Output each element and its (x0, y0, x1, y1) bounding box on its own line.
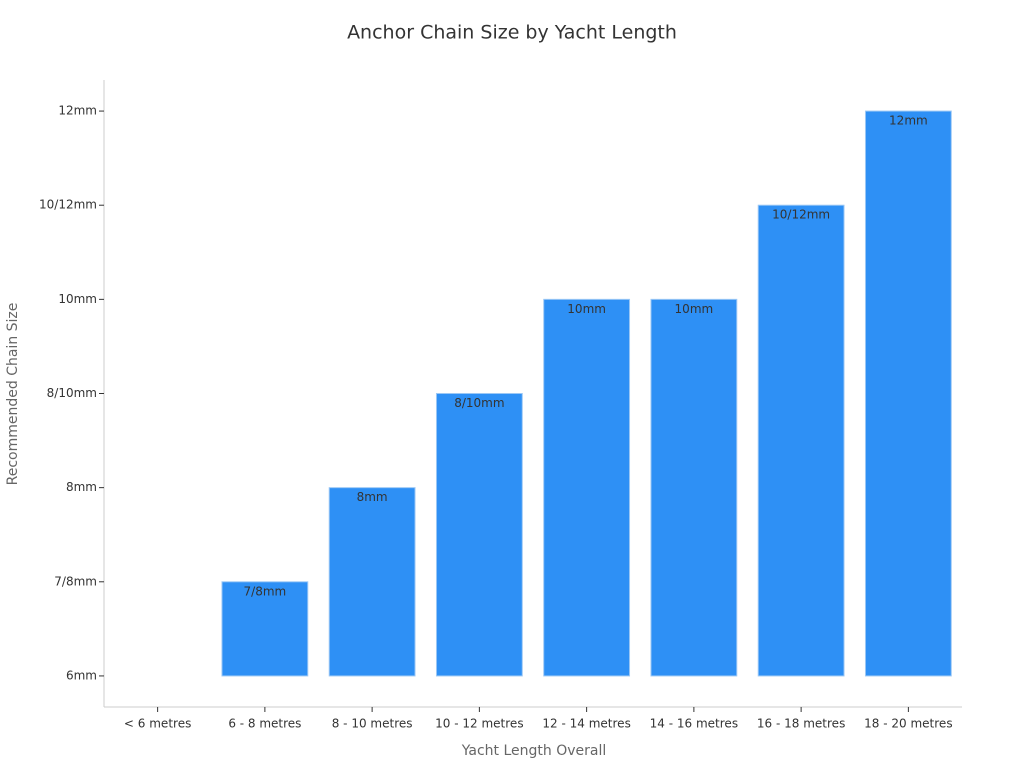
x-tick-label: 6 - 8 metres (228, 717, 301, 731)
chart-title: Anchor Chain Size by Yacht Length (347, 22, 677, 44)
x-tick-label: 10 - 12 metres (435, 717, 523, 731)
y-axis-title: Recommended Chain Size (5, 303, 21, 486)
value-label: 10/12mm (772, 208, 830, 222)
y-tick-label: 6mm (66, 668, 97, 682)
x-tick-label: 8 - 10 metres (332, 717, 413, 731)
x-tick-label: 12 - 14 metres (542, 717, 630, 731)
bar (864, 110, 952, 677)
bar (221, 581, 309, 677)
bar (543, 298, 631, 677)
bar (650, 298, 738, 677)
x-tick-label: < 6 metres (124, 717, 191, 731)
bar (328, 487, 416, 677)
value-label: 8/10mm (454, 396, 504, 410)
x-tick-label: 16 - 18 metres (757, 717, 845, 731)
y-tick-label: 8mm (66, 480, 97, 494)
x-tick-label: 18 - 20 metres (864, 717, 952, 731)
bar (757, 204, 845, 677)
y-tick-label: 10mm (58, 292, 97, 306)
x-axis-title: Yacht Length Overall (461, 743, 606, 759)
value-label: 7/8mm (244, 584, 287, 598)
y-tick-label: 10/12mm (39, 198, 97, 212)
value-label: 10mm (675, 302, 714, 316)
value-label: 12mm (889, 114, 928, 128)
y-tick-label: 8/10mm (47, 386, 97, 400)
x-tick-label: 14 - 16 metres (650, 717, 738, 731)
y-tick-label: 7/8mm (54, 574, 97, 588)
bar (435, 393, 523, 677)
value-label: 8mm (357, 490, 388, 504)
y-tick-label: 12mm (58, 104, 97, 118)
value-label: 10mm (567, 302, 606, 316)
